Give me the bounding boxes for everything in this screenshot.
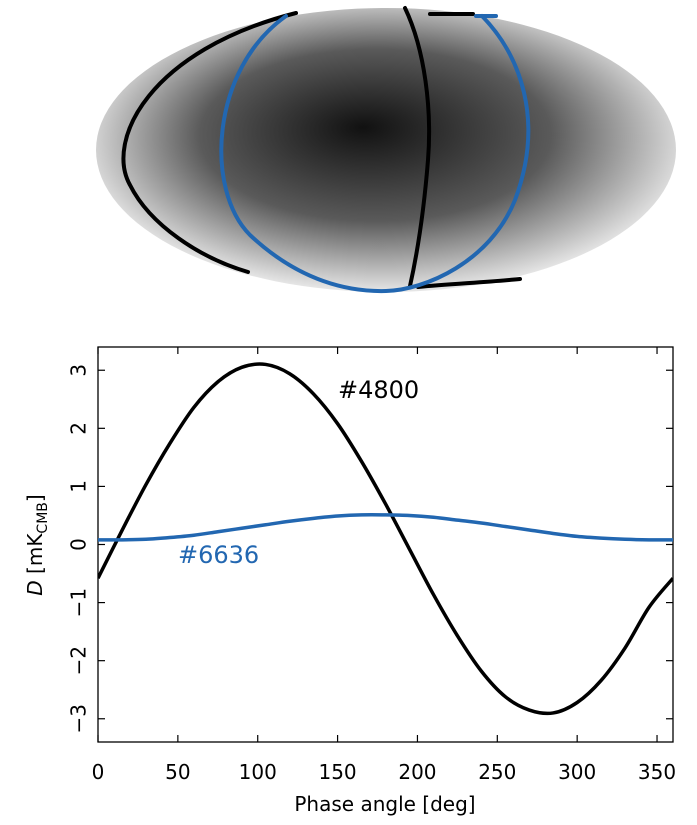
y-tick-label: 1 — [67, 480, 91, 493]
sky-map — [96, 6, 676, 294]
y-tick-label: 3 — [67, 364, 91, 377]
series-label-6636: #6636 — [178, 541, 259, 569]
y-tick-label: −2 — [67, 646, 91, 675]
scan-circle-4800-left — [121, 11, 298, 274]
x-tick-label: 200 — [398, 760, 436, 784]
series-line-4800 — [98, 362, 673, 716]
x-tick-label: 300 — [558, 760, 596, 784]
x-tick-label: 0 — [92, 760, 105, 784]
mollweide-map — [96, 8, 676, 292]
line-chart: 0 50 100 150 200 250 300 350 −3 −2 −1 0 1 2 3 #4800 #… — [23, 346, 676, 816]
x-tick-label: 350 — [638, 760, 676, 784]
x-tick-label: 100 — [239, 760, 277, 784]
scan-circle-6636 — [219, 14, 531, 294]
x-tick-label: 150 — [318, 760, 356, 784]
x-axis: 0 50 100 150 200 250 300 350 — [92, 347, 676, 784]
series-line-6636 — [98, 513, 673, 542]
series-layer — [98, 362, 673, 716]
x-tick-label: 250 — [478, 760, 516, 784]
series-label-4800: #4800 — [338, 376, 419, 404]
y-axis: −3 −2 −1 0 1 2 3 — [67, 364, 673, 734]
scan-circle-4800-middle — [403, 6, 432, 288]
x-tick-label: 50 — [165, 760, 190, 784]
scan-circle-4800-bottom — [416, 277, 522, 289]
y-tick-label: −1 — [67, 588, 91, 617]
y-tick-label: 2 — [67, 422, 91, 435]
y-tick-label: −3 — [67, 704, 91, 733]
x-axis-title: Phase angle [deg] — [294, 792, 475, 816]
y-axis-title: D [mKCMB] — [23, 494, 51, 595]
y-tick-label: 0 — [67, 538, 91, 551]
